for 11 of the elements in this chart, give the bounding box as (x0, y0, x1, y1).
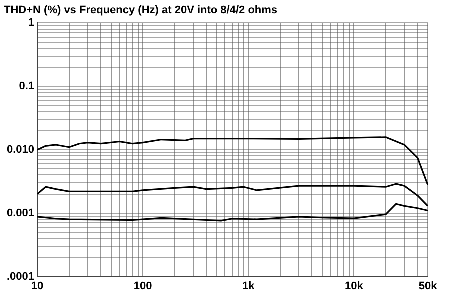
x-tick-label: 10 (31, 280, 44, 292)
x-tick-label: 1k (242, 280, 256, 292)
y-tick-label: 0.010 (6, 144, 35, 156)
x-tick-label: 10k (345, 280, 364, 292)
x-tick-label: 50k (418, 280, 438, 292)
chart-title: THD+N (%) vs Frequency (Hz) at 20V into 8/4/2 ohms (4, 4, 278, 17)
y-tick-label: 0.001 (6, 207, 35, 220)
x-tick-label: 100 (134, 280, 152, 292)
y-tick-label: 1 (28, 17, 35, 30)
y-tick-label: 0.1 (19, 80, 35, 93)
y-tick-label: .0001 (6, 270, 35, 283)
